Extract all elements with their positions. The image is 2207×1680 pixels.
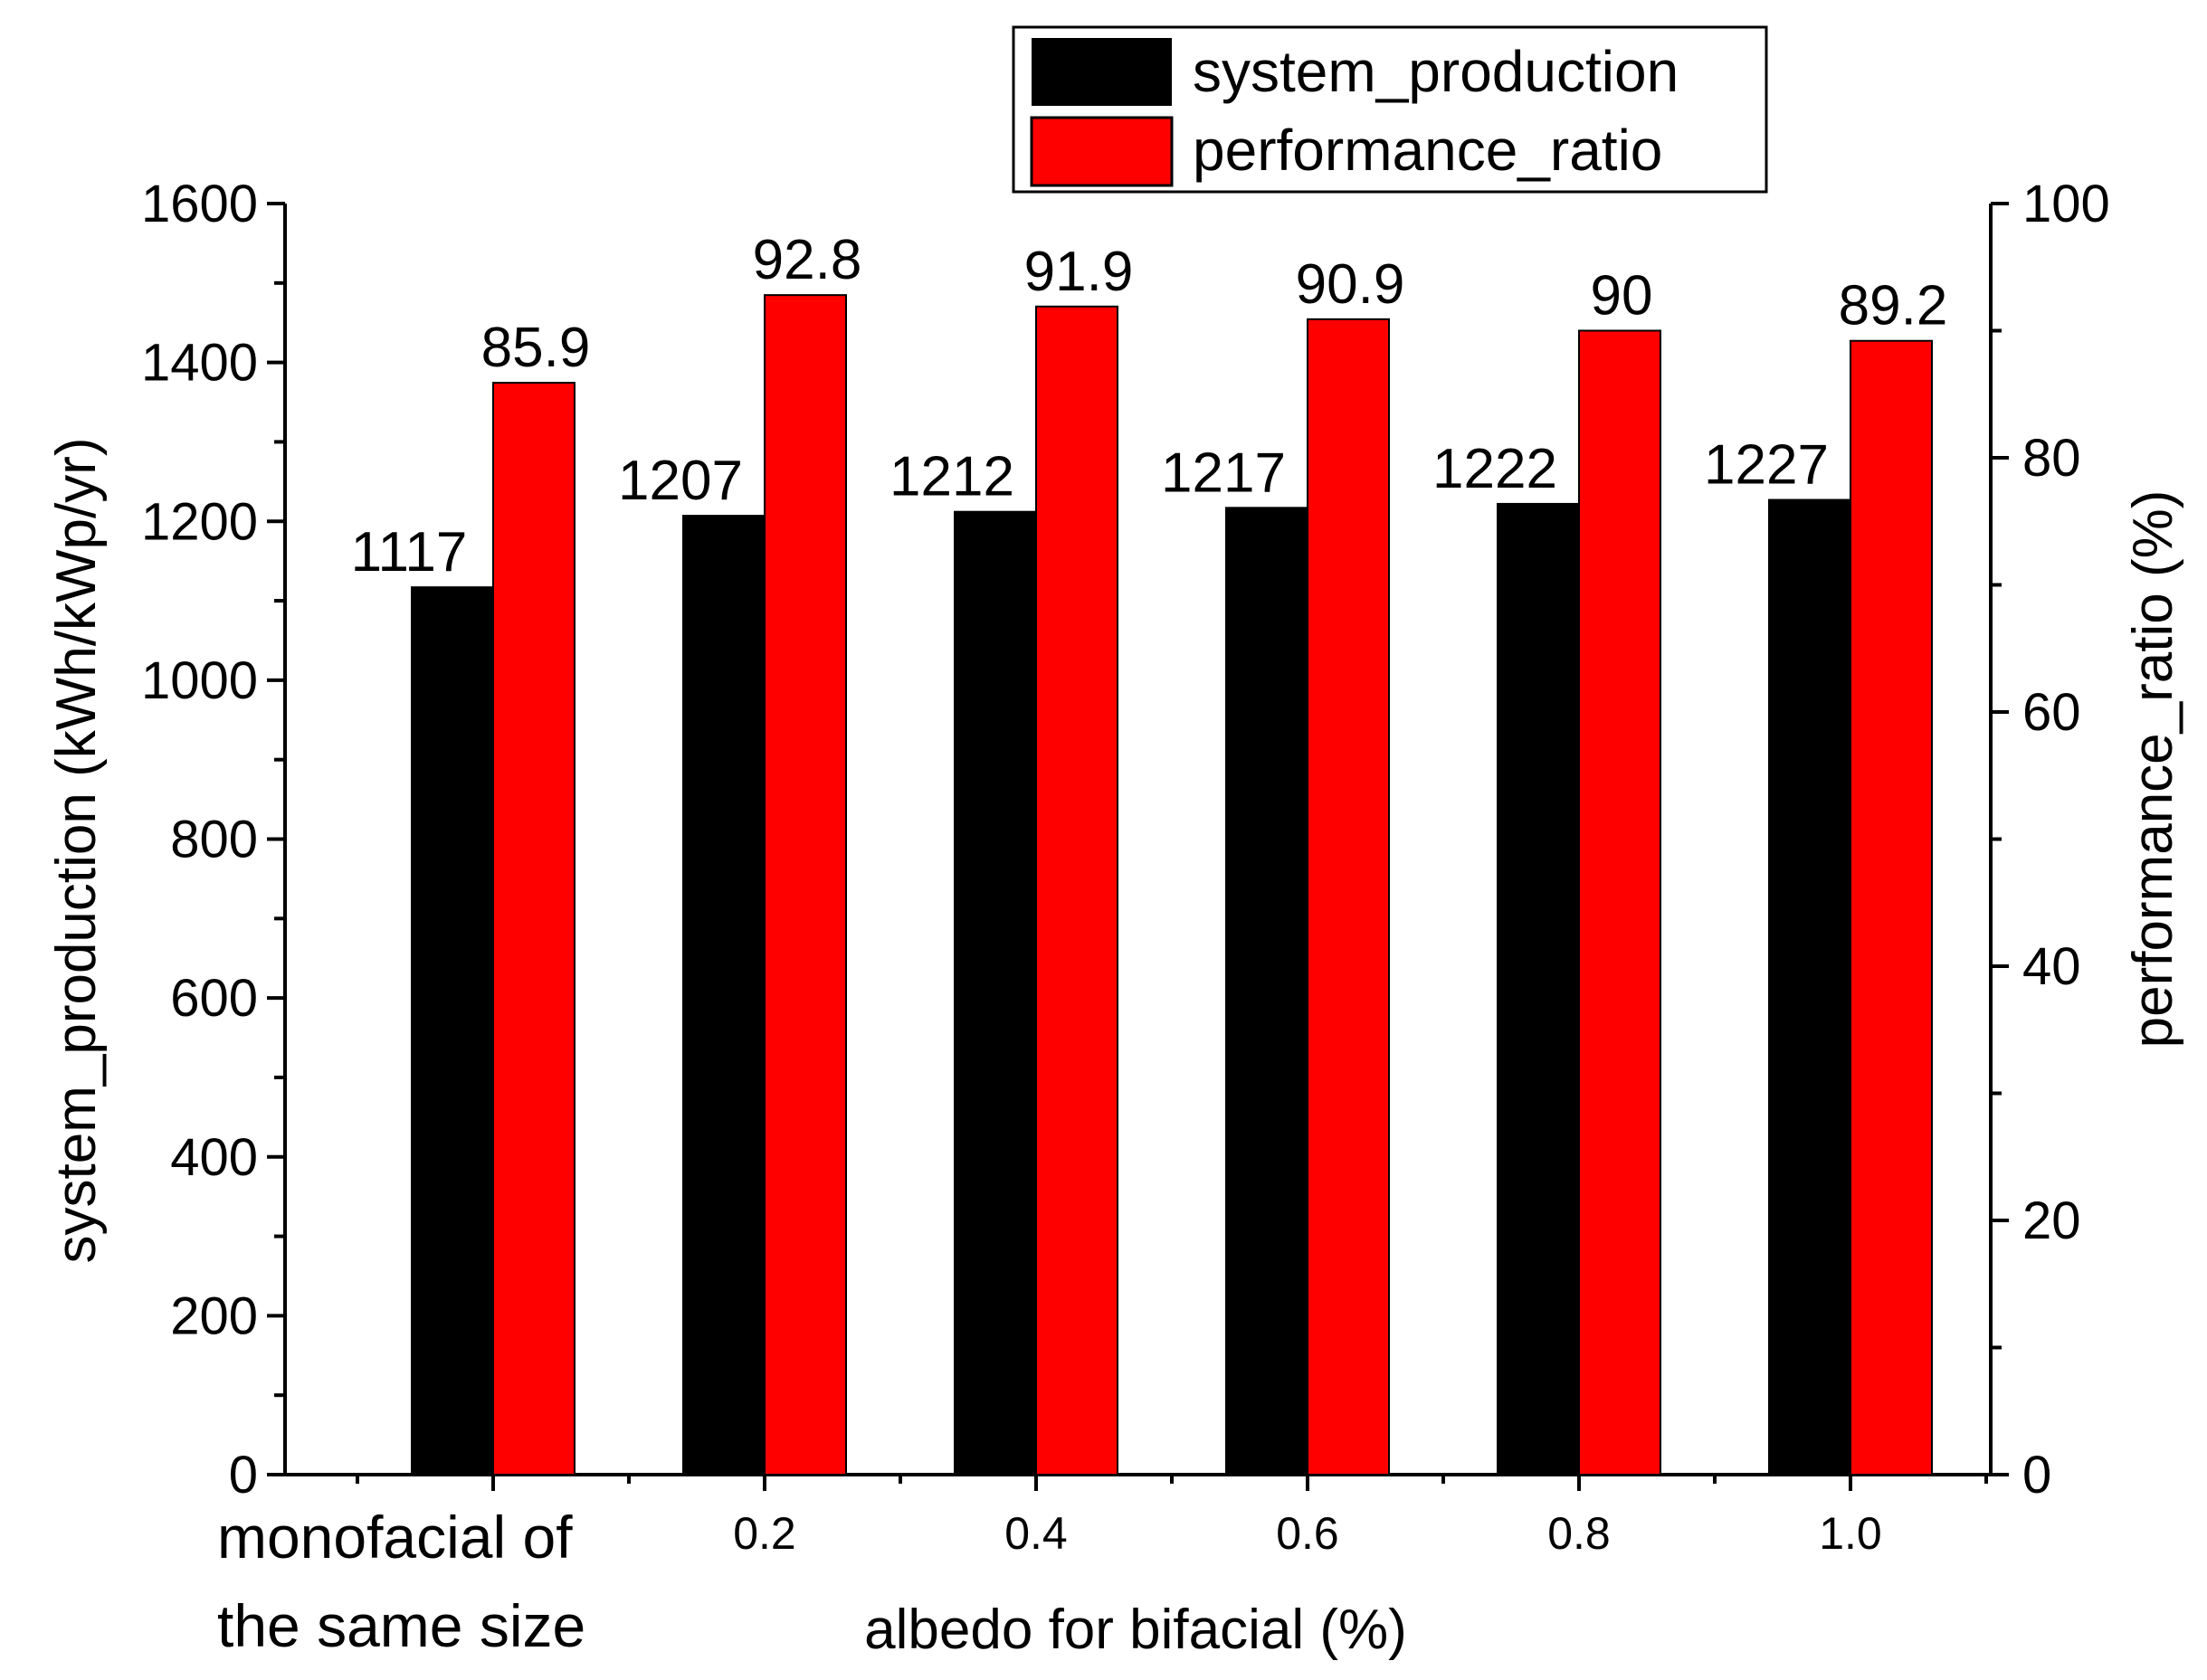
- x-category-label: 1.0: [1819, 1508, 1882, 1559]
- x-category-label: the same size: [217, 1592, 585, 1659]
- y-tick-label: 600: [170, 969, 258, 1028]
- bar-system-production: [1225, 507, 1308, 1476]
- y-tick-label: 1400: [141, 334, 258, 393]
- y-tick-label: 800: [170, 811, 258, 869]
- bar-performance-ratio: [1035, 305, 1118, 1476]
- y2-tick-label: 60: [2022, 683, 2081, 742]
- data-label-system-production: 1117: [351, 521, 468, 584]
- y2-tick-label: 100: [2022, 175, 2110, 233]
- data-labels: 1117 85.9 1207 92.8 1212 91.9 1217 90.9 1222 90 12…: [351, 229, 1948, 584]
- data-label-performance-ratio: 90: [1591, 265, 1653, 327]
- x-axis-title: albedo for bifacial (%): [864, 1599, 1407, 1661]
- y2-tick-label: 80: [2022, 429, 2081, 488]
- y-tick-label: 200: [170, 1286, 258, 1345]
- data-label-system-production: 1222: [1432, 438, 1557, 500]
- data-label-performance-ratio: 89.2: [1839, 275, 1948, 337]
- data-label-system-production: 1207: [618, 450, 743, 512]
- legend-label-system-production: system_production: [1193, 39, 1679, 104]
- y2-tick-label: 40: [2022, 937, 2081, 996]
- data-label-performance-ratio: 91.9: [1024, 241, 1134, 303]
- y-tick-label: 1000: [141, 651, 258, 710]
- y2-tick-label: 20: [2022, 1191, 2081, 1250]
- bar-performance-ratio: [492, 382, 576, 1476]
- left-axis-ticks: 0 200 400 600 800 1000 1200 1400 1600: [141, 175, 285, 1504]
- legend-label-performance-ratio: performance_ratio: [1193, 118, 1662, 183]
- y-tick-label: 0: [229, 1446, 258, 1504]
- bars: [411, 294, 1933, 1476]
- data-label-system-production: 1212: [889, 446, 1014, 508]
- bar-performance-ratio: [1578, 329, 1661, 1476]
- y-tick-label: 400: [170, 1128, 258, 1187]
- x-category-label: 0.6: [1276, 1508, 1339, 1559]
- x-category-label: 0.2: [733, 1508, 796, 1559]
- data-label-system-production: 1217: [1161, 441, 1286, 504]
- data-label-system-production: 1227: [1704, 434, 1829, 497]
- y-axis-title: system_production (kWh/kWp/yr): [45, 438, 108, 1264]
- right-axis-ticks: 0 20 40 60 80 100: [1991, 175, 2110, 1504]
- data-label-performance-ratio: 92.8: [753, 229, 862, 291]
- bar-performance-ratio: [1850, 339, 1933, 1476]
- x-category-label: 0.8: [1547, 1508, 1611, 1559]
- legend-swatch-performance-ratio: [1030, 116, 1174, 187]
- x-category-label: 0.4: [1004, 1508, 1068, 1559]
- data-label-performance-ratio: 85.9: [481, 317, 591, 379]
- legend-swatch-system-production: [1032, 38, 1172, 106]
- bar-performance-ratio: [764, 294, 847, 1476]
- data-label-performance-ratio: 90.9: [1296, 253, 1405, 316]
- y-tick-label: 1600: [141, 175, 258, 233]
- y2-axis-title: performance_ratio (%): [2122, 490, 2184, 1049]
- legend: system_production performance_ratio: [1012, 25, 1768, 194]
- y-tick-label: 1200: [141, 492, 258, 551]
- bar-system-production: [1768, 498, 1851, 1476]
- x-axis-ticks: monofacial of the same size 0.2 0.4 0.6 0.8 1.…: [217, 1475, 1988, 1659]
- x-category-label: monofacial of: [217, 1504, 573, 1571]
- bar-system-production: [682, 515, 766, 1476]
- bar-system-production: [411, 586, 494, 1476]
- y2-tick-label: 0: [2022, 1446, 2051, 1504]
- bar-performance-ratio: [1307, 318, 1390, 1476]
- bar-system-production: [1497, 502, 1580, 1476]
- bar-system-production: [954, 510, 1037, 1476]
